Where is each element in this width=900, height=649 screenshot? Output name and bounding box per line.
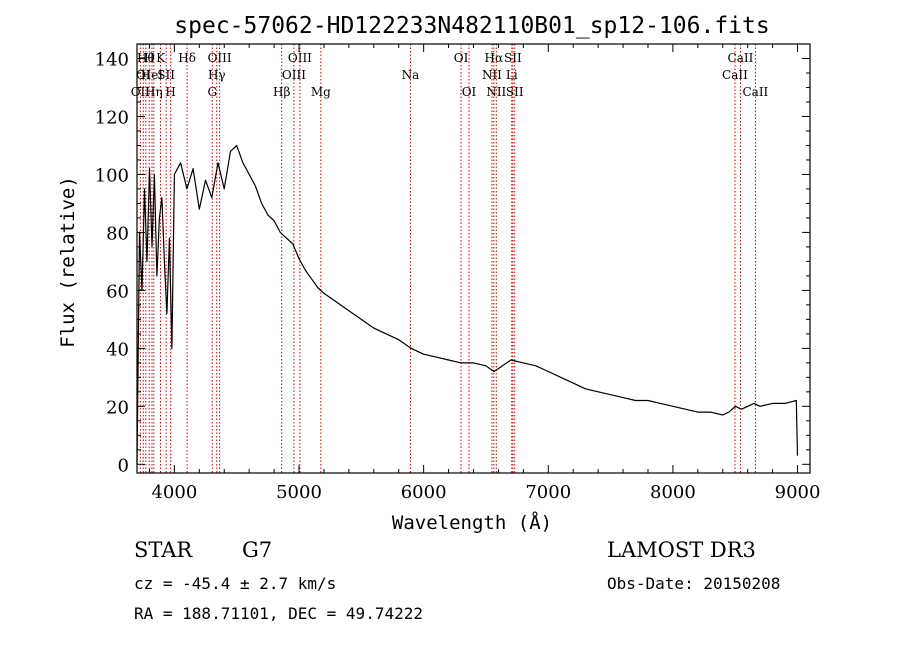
line-label-28: CaII [742, 85, 768, 99]
line-label-27: CaII [728, 51, 754, 65]
line-label-4: HeI [141, 68, 164, 82]
y-tick-label-4: 80 [106, 223, 129, 244]
x-tick-label-1: 5000 [276, 482, 322, 503]
object-class: STAR [134, 538, 193, 562]
line-label-12: OIII [208, 51, 232, 65]
spectrum-line-0 [136, 144, 799, 465]
line-label-8: H [165, 85, 175, 99]
line-label-20: NII [482, 68, 502, 82]
line-label-19: OI [462, 85, 477, 99]
x-tick-label-2: 6000 [401, 482, 447, 503]
line-label-26: CaII [722, 68, 748, 82]
line-label-2: Hθ [137, 51, 155, 65]
line-label-17: Na [402, 68, 420, 82]
y-tick-label-0: 0 [118, 455, 129, 476]
chart-title: spec-57062-HD122233N482110B01_sp12-106.f… [174, 13, 769, 39]
coordinates: RA = 188.71101, DEC = 49.74222 [134, 604, 423, 623]
y-tick-label-7: 140 [95, 49, 129, 70]
line-label-18: OI [454, 51, 469, 65]
line-label-24: SII [504, 51, 522, 65]
redshift-text: cz = -45.4 ± 2.7 km/s [134, 574, 337, 593]
line-label-22: NII [486, 85, 506, 99]
line-label-3: H [144, 51, 154, 65]
x-axis-label: Wavelength (Å) [392, 511, 552, 534]
y-tick-label-2: 40 [106, 339, 129, 360]
x-tick-label-3: 7000 [525, 482, 571, 503]
line-label-11: Hγ [208, 68, 226, 82]
tick-layer: 4000 5000 6000 7000 8000 9000 0 20 40 60 80 100 120 1… [95, 44, 821, 503]
y-tick-label-5: 100 [95, 165, 129, 186]
line-label-13: Hβ [273, 85, 290, 99]
line-label-25: SII [506, 85, 524, 99]
y-tick-label-1: 20 [106, 397, 129, 418]
line-label-layer: OIIOIHθHHeIHηKSIIHHδGHγOIIIHβOIIIOIIIMgN… [131, 51, 769, 99]
x-tick-label-4: 8000 [650, 482, 696, 503]
line-label-6: K [156, 51, 166, 65]
y-axis-label: Flux (relative) [57, 176, 79, 348]
spectral-subclass: G7 [242, 538, 273, 562]
line-label-10: G [207, 85, 217, 99]
line-label-23: Li [506, 68, 518, 82]
plot-frame [136, 43, 811, 474]
line-label-21: Hα [485, 51, 504, 65]
line-label-5: Hη [145, 85, 163, 99]
line-label-1: OI [136, 68, 151, 82]
line-label-14: OIII [282, 68, 306, 82]
plot-layer [136, 144, 799, 465]
line-label-0: OII [131, 85, 151, 99]
line-label-9: Hδ [178, 51, 196, 65]
y-tick-label-3: 60 [106, 281, 129, 302]
line-marker-layer [139, 44, 756, 473]
line-label-15: OIII [288, 51, 312, 65]
y-tick-label-6: 120 [95, 107, 129, 128]
x-tick-label-5: 9000 [775, 482, 821, 503]
survey-name: LAMOST DR3 [607, 538, 756, 562]
obs-date: Obs-Date: 20150208 [607, 574, 781, 593]
x-tick-label-0: 4000 [151, 482, 197, 503]
line-label-7: SII [157, 68, 175, 82]
line-label-16: Mg [311, 85, 331, 99]
